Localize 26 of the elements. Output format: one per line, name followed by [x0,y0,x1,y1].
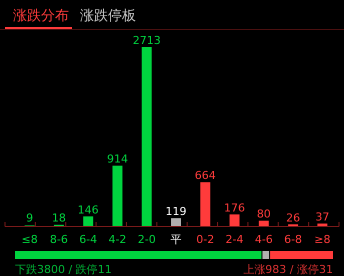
data-label: 119 [166,205,186,218]
x-tick-label: 4-6 [254,233,273,246]
x-tick-label: 6-4 [79,233,98,246]
data-label: 37 [315,210,330,224]
text: 上涨983 / 涨停31 [243,263,333,276]
text: 下跌3800 / 跌停11 [15,263,112,276]
x-tick-label: 平 [170,233,182,246]
x-tick-label: 2-4 [226,233,244,246]
data-label: 80 [256,208,271,221]
x-tick-label: 2-0 [138,233,156,246]
chart-title: 涨跌分布 [13,8,69,24]
x-tick-label: 0-2 [196,233,214,246]
data-label: 18 [52,212,66,224]
data-label: 146 [78,203,99,216]
data-label: 176 [224,201,246,214]
x-tick-label: 8-6 [50,233,68,246]
x-tick-label: ≤8 [22,233,38,246]
data-label: 664 [194,169,216,182]
x-tick-label: ≥8 [314,233,330,246]
data-label: 914 [106,152,128,166]
data-label: 2713 [132,34,161,47]
data-label: 9 [26,212,34,224]
x-tick-label: 4-2 [108,233,126,246]
data-label: 26 [286,211,300,224]
x-tick-label: 6-8 [284,233,302,246]
chart-subtitle: 涨跌停板 [80,8,136,24]
